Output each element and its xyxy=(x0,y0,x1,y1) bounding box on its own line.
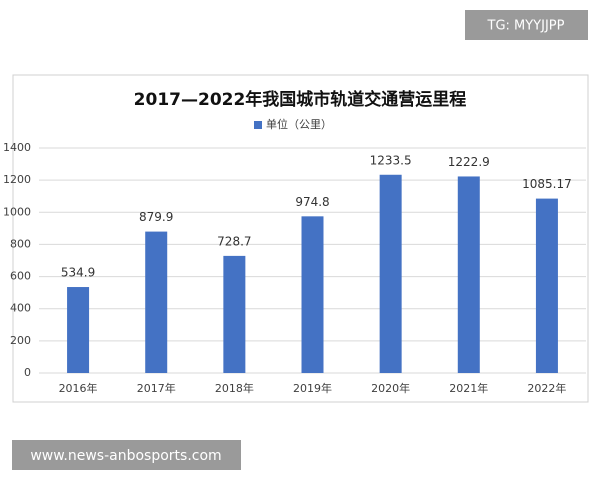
watermark-box xyxy=(12,440,241,470)
data-label: 1222.9 xyxy=(448,155,490,169)
y-tick-label: 1000 xyxy=(3,205,31,218)
chart-frame xyxy=(12,74,589,403)
y-tick-label: 600 xyxy=(10,270,31,283)
bar xyxy=(301,216,324,373)
legend-swatch xyxy=(254,121,262,129)
data-label: 1085.17 xyxy=(522,177,572,191)
y-tick-label: 1400 xyxy=(3,141,31,154)
y-tick-label: 200 xyxy=(10,334,31,347)
x-tick-label: 2019年 xyxy=(293,381,332,395)
y-tick-label: 1200 xyxy=(3,173,31,186)
y-tick-label: 800 xyxy=(10,237,31,250)
bar xyxy=(535,198,558,373)
x-tick-label: 2021年 xyxy=(449,381,488,395)
bar xyxy=(145,231,168,373)
data-label: 1233.5 xyxy=(370,153,412,167)
chart-title: 2017—2022年我国城市轨道交通营运里程 xyxy=(134,89,467,110)
x-tick-label: 2020年 xyxy=(371,381,410,395)
watermark: TG: MYYJJPP xyxy=(487,19,565,34)
x-tick-label: 2016年 xyxy=(59,381,98,395)
watermark: www.news-anbosports.com xyxy=(30,448,221,464)
x-tick-label: 2022年 xyxy=(527,381,566,395)
bar xyxy=(379,174,402,373)
y-tick-label: 400 xyxy=(10,302,31,315)
data-label: 534.9 xyxy=(61,266,95,280)
x-tick-label: 2017年 xyxy=(137,381,176,395)
bar xyxy=(457,176,480,373)
bar xyxy=(223,255,246,373)
x-tick-label: 2018年 xyxy=(215,381,254,395)
data-label: 879.9 xyxy=(139,210,173,224)
bar xyxy=(67,287,90,373)
data-label: 728.7 xyxy=(217,234,251,248)
y-tick-label: 0 xyxy=(24,366,31,379)
watermark-box xyxy=(465,10,588,40)
legend-label: 单位（公里） xyxy=(266,117,332,131)
data-label: 974.8 xyxy=(295,195,329,209)
